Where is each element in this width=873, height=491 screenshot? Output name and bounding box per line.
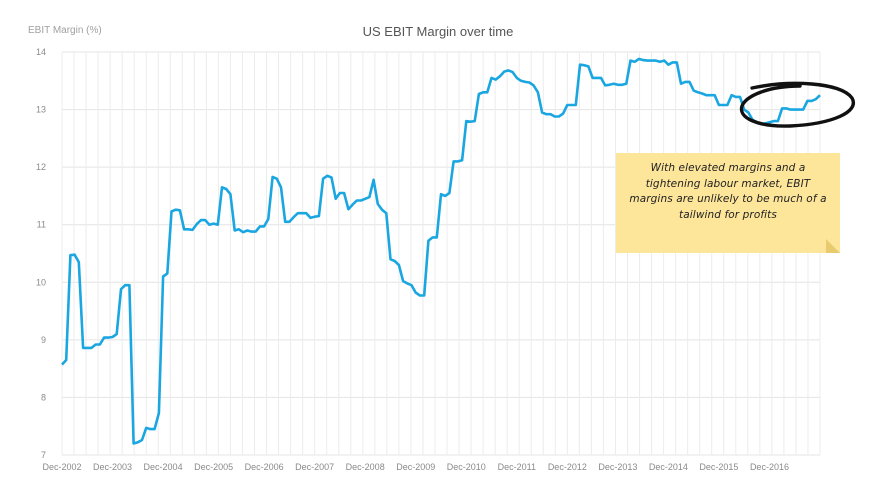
y-tick-label: 14 [36, 47, 46, 57]
x-tick-label: Dec-2002 [42, 462, 81, 472]
x-tick-label: Dec-2008 [346, 462, 385, 472]
x-tick-label: Dec-2012 [548, 462, 587, 472]
y-tick-label: 13 [36, 105, 46, 115]
y-tick-labels: 7 8 9 10 11 12 13 14 [36, 47, 46, 460]
annotation-text: With elevated margins and a tightening l… [629, 162, 827, 221]
x-tick-label: Dec-2007 [295, 462, 334, 472]
y-tick-label: 9 [41, 335, 46, 345]
y-axis-label: EBIT Margin (%) [28, 25, 102, 36]
x-tick-label: Dec-2011 [498, 462, 536, 472]
y-tick-label: 12 [36, 162, 46, 172]
y-tick-label: 11 [37, 220, 46, 230]
chart-title: US EBIT Margin over time [363, 24, 514, 39]
y-tick-label: 8 [41, 392, 46, 402]
x-tick-label: Dec-2016 [750, 462, 789, 472]
annotation-sticky-note: With elevated margins and a tightening l… [616, 153, 840, 253]
x-tick-label: Dec-2010 [447, 462, 486, 472]
x-tick-label: Dec-2009 [396, 462, 435, 472]
y-tick-label: 10 [36, 277, 46, 287]
x-tick-label: Dec-2013 [598, 462, 637, 472]
series-line-ebit-margin [61, 57, 821, 445]
x-tick-labels: Dec-2002 Dec-2003 Dec-2004 Dec-2005 Dec-2006… [42, 462, 788, 472]
x-tick-label: Dec-2015 [699, 462, 738, 472]
x-tick-label: Dec-2004 [144, 462, 183, 472]
y-tick-label: 7 [41, 450, 46, 460]
highlight-circle [739, 81, 856, 128]
x-tick-label: Dec-2006 [245, 462, 284, 472]
x-tick-label: Dec-2014 [649, 462, 688, 472]
x-tick-label: Dec-2005 [194, 462, 233, 472]
gridlines [61, 51, 821, 456]
x-tick-label: Dec-2003 [93, 462, 132, 472]
